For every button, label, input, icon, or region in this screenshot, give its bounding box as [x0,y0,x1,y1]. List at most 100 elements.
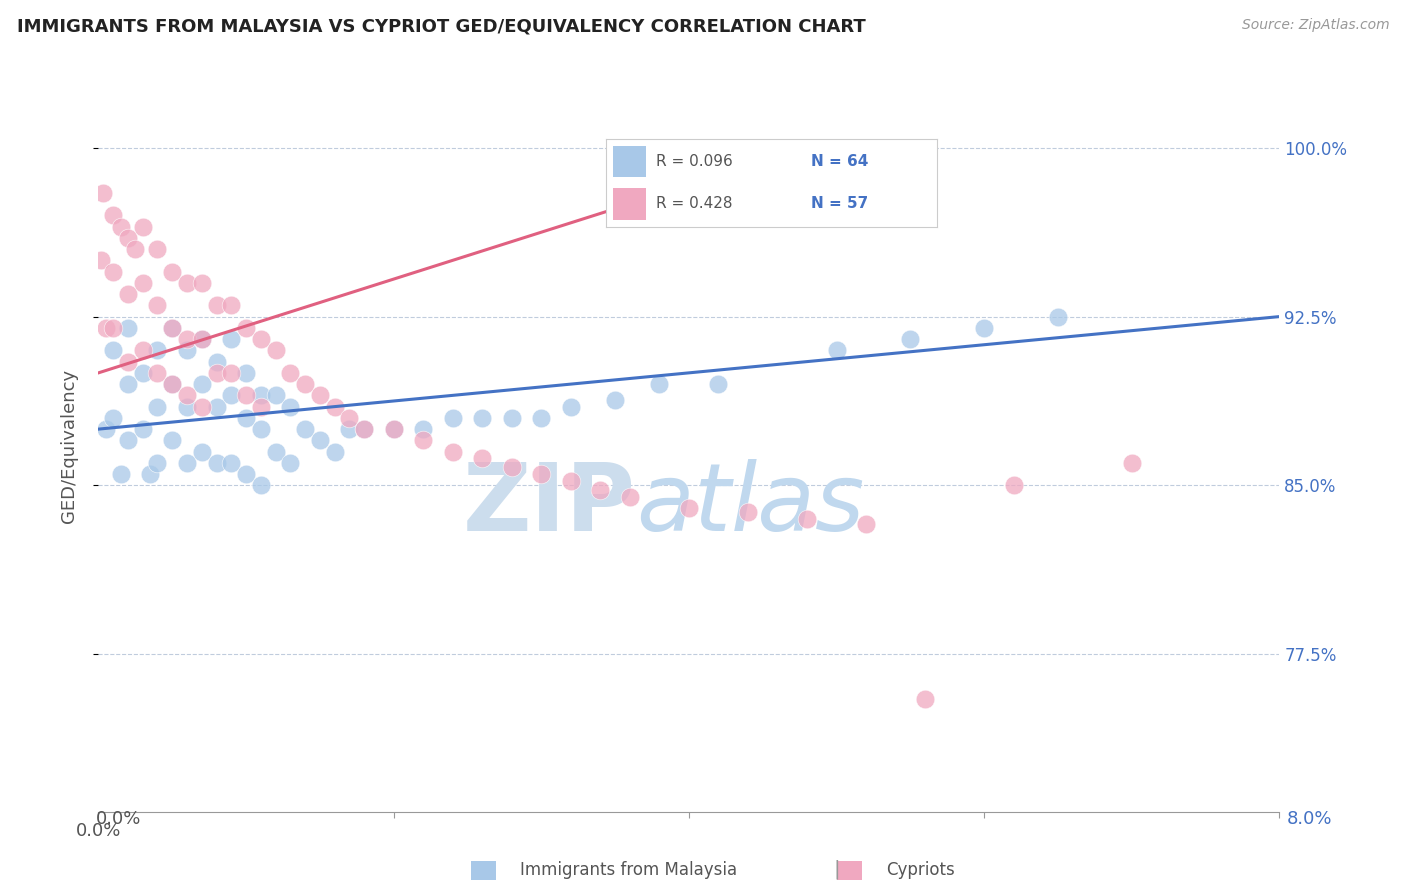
Point [471,451,494,466]
Text: |: | [834,860,839,880]
Bar [613,188,645,219]
Point [796,512,818,526]
Point [124,242,146,256]
Point [337,410,360,425]
Point [205,298,228,312]
Point [235,366,257,380]
Point [162,434,183,448]
Point [91,186,114,200]
Point [132,343,155,358]
Point [619,490,641,504]
Point [176,388,198,402]
Point [162,377,183,392]
Point [250,388,273,402]
Point [294,422,316,436]
Point [501,410,523,425]
Point [176,343,198,358]
Text: N = 64: N = 64 [811,154,869,169]
Point [648,377,671,392]
Point [308,388,332,402]
Point [219,456,242,470]
Text: N = 57: N = 57 [811,196,869,211]
Point [132,276,155,290]
Point [191,400,214,414]
Point [162,377,183,392]
Point [205,366,228,380]
Point [412,434,434,448]
Point [707,377,730,392]
Point [146,456,169,470]
Point [471,410,494,425]
Point [219,298,242,312]
Point [560,400,582,414]
Point [205,456,228,470]
Y-axis label: GED/Equivalency: GED/Equivalency [59,369,77,523]
Point [337,422,360,436]
Point [219,388,242,402]
Point [737,505,759,519]
Point [235,321,257,335]
Point [278,456,302,470]
Point [94,422,117,436]
Point [382,422,405,436]
Point [191,332,214,346]
Text: IMMIGRANTS FROM MALAYSIA VS CYPRIOT GED/EQUIVALENCY CORRELATION CHART: IMMIGRANTS FROM MALAYSIA VS CYPRIOT GED/… [17,18,866,36]
Point [1121,456,1143,470]
Point [117,231,139,245]
Point [103,343,125,358]
Point [235,388,257,402]
Bar [613,145,645,178]
Point [176,276,198,290]
Point [678,500,700,515]
Point [250,422,273,436]
Point [278,400,302,414]
Point [1002,478,1025,492]
Point [176,456,198,470]
Point [139,467,162,482]
Point [110,219,132,234]
Text: Source: ZipAtlas.com: Source: ZipAtlas.com [1241,18,1389,32]
Point [353,422,375,436]
Point [219,366,242,380]
Point [146,343,169,358]
Point [94,321,117,335]
Point [132,219,155,234]
Point [560,474,582,488]
Point [501,460,523,475]
Point [191,444,214,458]
Point [323,444,346,458]
Point [117,377,139,392]
Point [146,298,169,312]
Point [235,467,257,482]
Point [132,422,155,436]
Point [176,332,198,346]
Point [914,692,936,706]
Point [900,332,922,346]
Point [117,354,139,368]
Text: 8.0%: 8.0% [1286,810,1331,828]
Point [219,332,242,346]
Point [103,208,125,222]
Text: Immigrants from Malaysia: Immigrants from Malaysia [520,861,737,879]
Text: R = 0.428: R = 0.428 [655,196,733,211]
Point [162,321,183,335]
Text: Cypriots: Cypriots [886,861,955,879]
Point [110,467,132,482]
Point [235,410,257,425]
Point [146,400,169,414]
Point [250,332,273,346]
Point [250,478,273,492]
Point [441,444,464,458]
Point [825,343,848,358]
Point [117,434,139,448]
Point [530,410,553,425]
Point [250,400,273,414]
Point [264,388,287,402]
Point [264,343,287,358]
Point [103,321,125,335]
Point [308,434,332,448]
Point [973,321,995,335]
Point [132,366,155,380]
Point [278,366,302,380]
Point [205,400,228,414]
